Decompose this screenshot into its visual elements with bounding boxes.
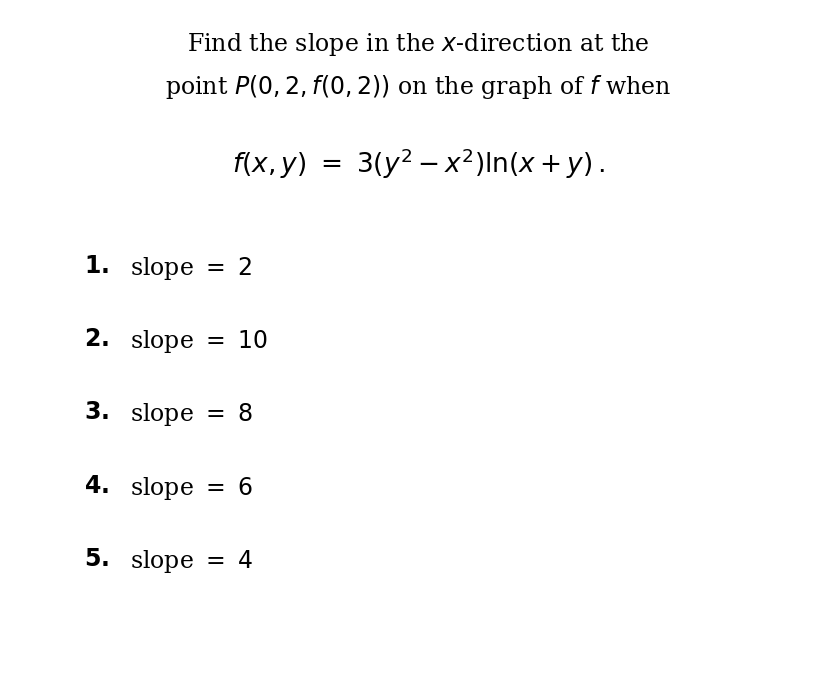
Text: $\mathbf{1.}$: $\mathbf{1.}$ — [84, 255, 109, 278]
Text: $f(x, y) \ = \ 3(y^2 - x^2)\ln(x + y)\,.$: $f(x, y) \ = \ 3(y^2 - x^2)\ln(x + y)\,.… — [232, 147, 604, 181]
Text: slope $= \ 2$: slope $= \ 2$ — [130, 255, 252, 282]
Text: $\mathbf{4.}$: $\mathbf{4.}$ — [84, 475, 109, 498]
Text: $\mathbf{3.}$: $\mathbf{3.}$ — [84, 401, 109, 424]
Text: slope $= \ 8$: slope $= \ 8$ — [130, 401, 252, 429]
Text: slope $= \ 6$: slope $= \ 6$ — [130, 475, 252, 502]
Text: slope $= \ 4$: slope $= \ 4$ — [130, 548, 252, 575]
Text: Find the slope in the $x$-direction at the: Find the slope in the $x$-direction at t… — [186, 31, 650, 59]
Text: $\mathbf{5.}$: $\mathbf{5.}$ — [84, 548, 109, 571]
Text: point $P(0, 2, f(0, 2))$ on the graph of $f$ when: point $P(0, 2, f(0, 2))$ on the graph of… — [165, 73, 671, 101]
Text: slope $= \ 10$: slope $= \ 10$ — [130, 328, 268, 355]
Text: $\mathbf{2.}$: $\mathbf{2.}$ — [84, 328, 109, 351]
